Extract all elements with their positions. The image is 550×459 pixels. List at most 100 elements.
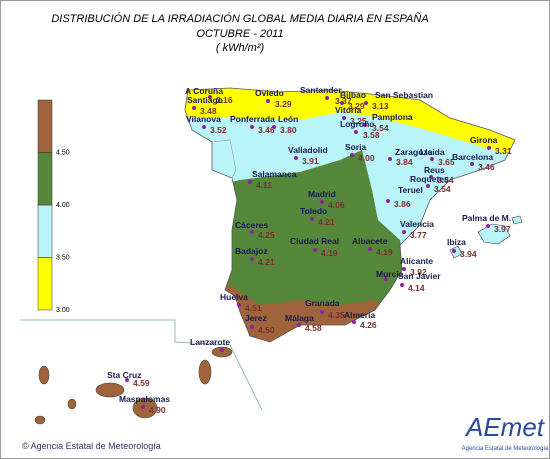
- station-dot: [430, 157, 434, 161]
- station-dot: [250, 230, 254, 234]
- station-dot: [320, 200, 324, 204]
- fuerteventura: [198, 359, 212, 385]
- station-value: 3.54: [372, 123, 389, 133]
- station-value: 3.13: [372, 101, 389, 111]
- station-dot: [352, 320, 356, 324]
- station-dot: [400, 283, 404, 287]
- station-value: 4.35: [328, 310, 345, 320]
- station-value: 4.19: [321, 248, 338, 258]
- station-name: Almería: [344, 310, 375, 320]
- station-name: Ponferrada: [230, 114, 275, 124]
- station-name: Teruel: [398, 185, 423, 195]
- station-dot: [486, 224, 490, 228]
- station-name: Girona: [470, 135, 498, 145]
- station-dot: [388, 157, 392, 161]
- station-value: 4.06: [328, 200, 345, 210]
- station-value: 4.26: [360, 320, 377, 330]
- station-dot: [487, 146, 491, 150]
- station-dot: [402, 267, 406, 271]
- station-name: Barcelona: [452, 152, 493, 162]
- border-portugal: [211, 139, 237, 179]
- hierro: [34, 415, 46, 425]
- station-dot: [248, 180, 252, 184]
- mallorca: [477, 223, 511, 245]
- station-name: Ibiza: [447, 237, 466, 247]
- station-value: 3.16: [216, 95, 233, 105]
- station-dot: [192, 106, 196, 110]
- logo-caption: Agencia Estatal de Meteorología: [462, 446, 549, 452]
- station-dot: [313, 248, 317, 252]
- station-value: 4.51: [245, 303, 262, 313]
- station-value: 4.90: [149, 405, 166, 415]
- station-value: 3.92: [410, 267, 427, 277]
- legend-label: 3.00: [56, 307, 70, 314]
- ibiza-island: [449, 245, 463, 259]
- station-dot: [141, 405, 145, 409]
- station-name: Zaragoza: [395, 147, 433, 157]
- coast: [184, 87, 516, 343]
- station-value: 3.37: [335, 96, 352, 106]
- station-name: Valladolid: [288, 145, 328, 155]
- station-dot: [294, 156, 298, 160]
- station-value: 3.52: [210, 125, 227, 135]
- station-name: Huelva: [220, 292, 248, 302]
- station-name: Granada: [305, 298, 340, 308]
- station-name: Alicante: [400, 256, 433, 266]
- station-dot: [429, 175, 433, 179]
- station-name: Valencia: [400, 219, 434, 229]
- station-value: 3.46: [258, 125, 275, 135]
- station-dot: [250, 257, 254, 261]
- station-name: Reus: [424, 165, 445, 175]
- station-dot: [354, 130, 358, 134]
- station-dot: [297, 323, 301, 327]
- station-dot: [363, 123, 367, 127]
- station-dot: [384, 277, 388, 281]
- station-value: 3.29: [348, 101, 365, 111]
- station-name: Logroño: [340, 119, 374, 129]
- station-value: 3.29: [275, 99, 292, 109]
- station-value: 3.25: [350, 116, 367, 126]
- station-value: 3.91: [302, 156, 319, 166]
- station-dot: [325, 96, 329, 100]
- station-name: San Javier: [398, 271, 441, 281]
- station-name: A Coruña: [185, 86, 223, 96]
- inset-border: [20, 319, 263, 411]
- station-dot: [402, 230, 406, 234]
- station-dot: [452, 249, 456, 253]
- station-dot: [208, 95, 212, 99]
- station-name: Vitoria: [335, 105, 362, 115]
- station-name: Oviedo: [255, 88, 284, 98]
- station-dot: [320, 310, 324, 314]
- station-value: 3.84: [396, 157, 413, 167]
- station-value: 3.80: [280, 125, 297, 135]
- legend-label: 3.50: [56, 255, 70, 262]
- units: ( kWh/m²): [216, 42, 265, 54]
- station-value: 3.54: [437, 175, 454, 185]
- station-name: Lanzarote: [190, 337, 230, 347]
- station-value: 3.86: [394, 199, 411, 209]
- station-name: Madrid: [308, 189, 336, 199]
- station-dot: [250, 125, 254, 129]
- station-name: Santander: [300, 85, 342, 95]
- gran-canaria: [132, 397, 158, 419]
- station-value: 4.58: [305, 323, 322, 333]
- station-dot: [272, 125, 276, 129]
- station-value: 3.77: [410, 230, 427, 240]
- legend-label: 4.00: [56, 202, 70, 209]
- station-name: Sta Cruz: [107, 370, 141, 380]
- station-name: Toledo: [300, 206, 327, 216]
- station-name: Salamanca: [252, 169, 297, 179]
- station-value: 3.48: [200, 106, 217, 116]
- legend-swatch: [37, 204, 53, 258]
- station-name: Roquetes: [410, 174, 449, 184]
- station-name: Pamplona: [372, 112, 413, 122]
- station-name: Maspalomas: [119, 394, 170, 404]
- station-value: 3.58: [363, 130, 380, 140]
- title: DISTRIBUCIÓN DE LA IRRADIACIÓN GLOBAL ME…: [51, 12, 428, 25]
- station-name: Soria: [345, 142, 367, 152]
- station-value: 4.11: [256, 180, 272, 190]
- legend: 3.00 3.50 4.00 4.50: [37, 99, 70, 314]
- station-name: Cáceres: [235, 220, 268, 230]
- legend-swatch: [37, 152, 53, 206]
